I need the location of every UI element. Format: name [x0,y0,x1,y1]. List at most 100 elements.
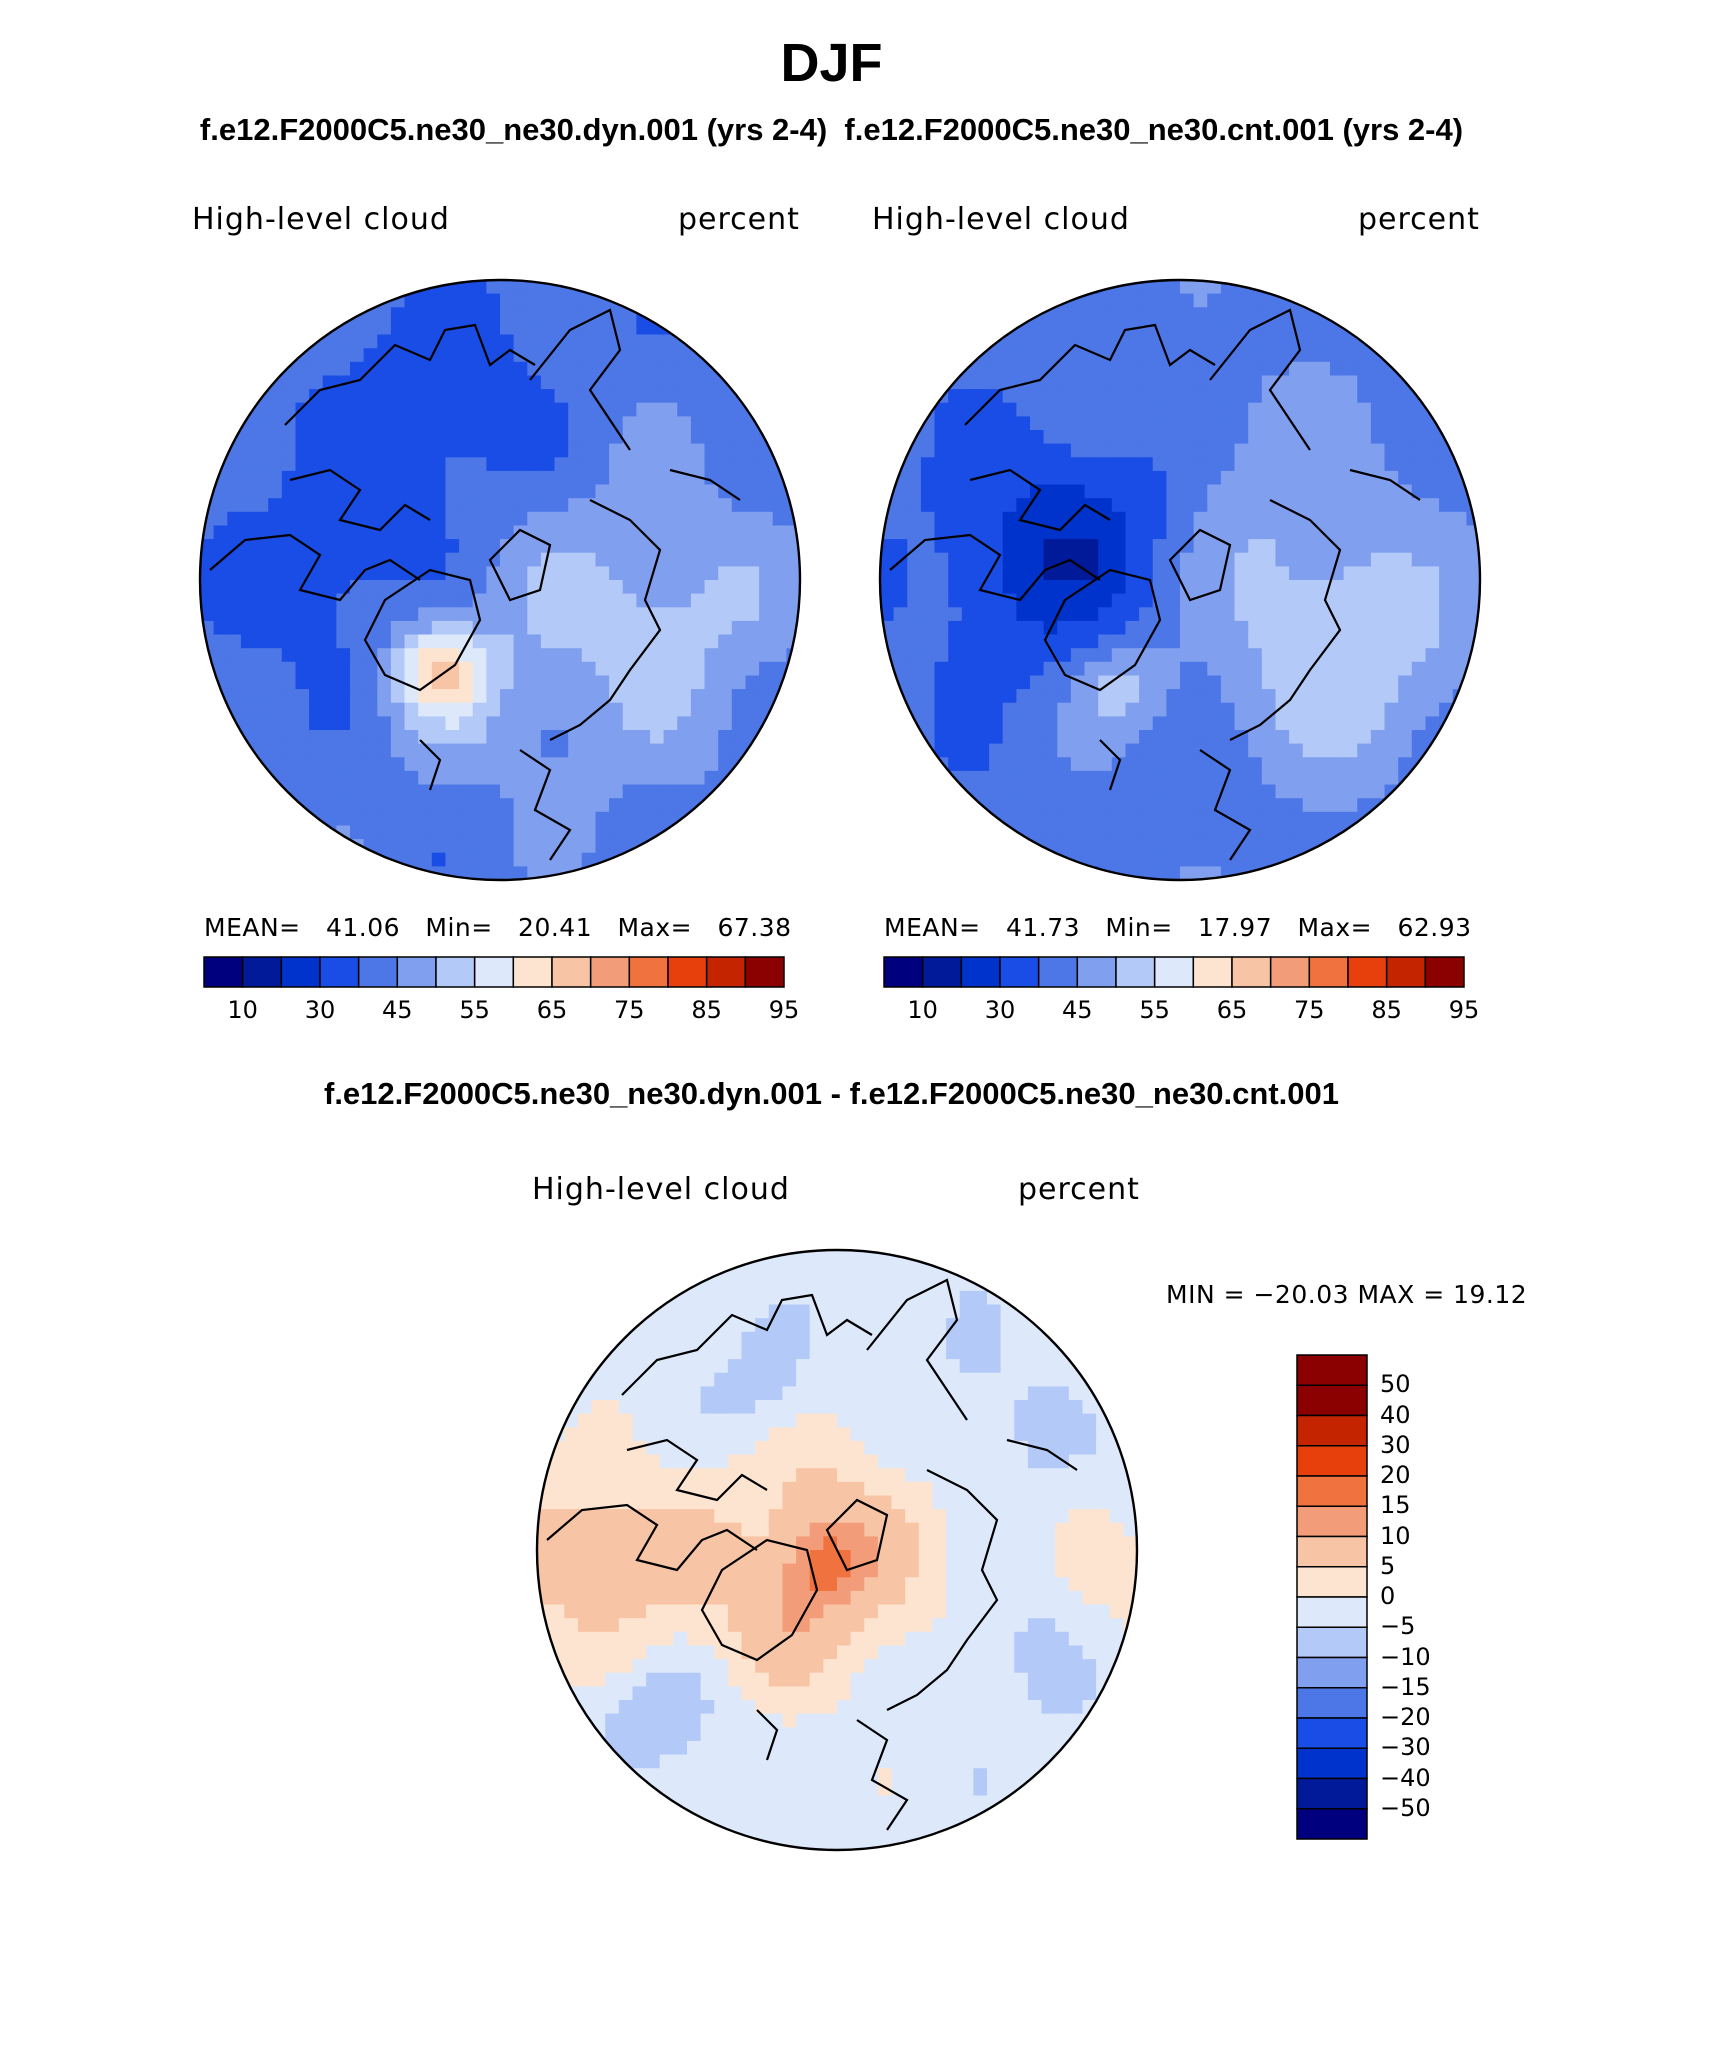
map-cell [240,361,256,376]
map-cell [554,620,569,636]
map-cell [577,1345,593,1360]
map-cell [893,389,908,404]
map-cell [1139,511,1154,526]
map-cell [663,443,678,458]
map-cell [622,743,637,758]
map-cell [1057,320,1072,336]
map-cell [796,1359,811,1374]
map-cell [537,1563,552,1578]
map-cell [659,1700,674,1715]
map-cell [700,1618,715,1633]
map-cell [700,1631,715,1646]
map-cell [1275,580,1290,595]
map-cell [1084,620,1099,636]
map-cell [796,1427,811,1442]
map-cell [1384,702,1399,717]
map-cell [796,1672,811,1687]
map-cell [989,484,1004,499]
map-cell [646,1290,661,1306]
map-cell [786,375,800,390]
map-cell [537,1522,552,1537]
coastline [529,308,631,451]
map-cell [281,811,296,826]
map-cell [1139,825,1154,840]
map-cell [1057,334,1072,349]
map-cell [1084,784,1099,799]
map-cell [646,1427,661,1442]
map-cell [472,552,487,567]
map-cell [948,784,963,799]
map-cell [1125,593,1140,608]
map-cell [741,1440,756,1456]
map-cell [1411,320,1426,336]
map-cell [1330,470,1345,486]
map-cell [618,1413,633,1428]
map-cell [673,1386,688,1401]
map-cell [727,1631,743,1646]
map-cell [1343,389,1358,404]
map-cell [1411,457,1426,472]
map-cell [650,866,665,880]
map-cell [445,416,460,431]
map-cell [632,1495,647,1510]
map-cell [281,798,296,813]
map-cell [837,1454,852,1469]
map-cell [782,1386,797,1401]
map-cell [1316,320,1331,336]
map-cell [377,402,392,417]
map-cell [907,375,922,390]
map-cell [837,1359,852,1374]
map-cell [837,1386,852,1401]
map-cell [445,743,460,758]
map-cell [759,416,774,431]
map-cell [1180,402,1195,417]
map-cell [1330,620,1345,636]
map-cell [1098,620,1113,636]
map-cell [809,1359,824,1374]
map-cell [268,539,283,554]
map-cell [772,307,787,322]
map-cell [632,1440,647,1456]
map-cell [704,280,719,295]
map-cell [268,552,283,567]
map-cell [550,1277,565,1292]
map-cell [240,661,256,676]
map-cell [796,1413,811,1428]
map-cell [336,811,351,826]
map-cell [1234,430,1249,445]
map-cell [350,280,365,295]
map-cell [1193,430,1208,445]
map-cell [281,511,296,526]
map-cell [609,361,624,376]
map-cell [704,675,719,690]
map-cell [961,770,976,786]
map-cell [254,416,269,431]
map-cell [1207,511,1222,526]
map-cell [677,839,692,854]
map-cell [213,648,228,663]
map-cell [1466,361,1480,376]
map-cell [1193,689,1208,704]
map-cell [989,430,1004,445]
map-cell [1084,757,1099,772]
map-cell [920,580,936,595]
map-cell [1248,430,1263,445]
map-cell [550,1631,565,1646]
map-cell [718,552,733,567]
map-cell [632,1727,647,1742]
map-cell [1411,620,1426,636]
map-cell [920,825,936,840]
map-cell [727,1386,743,1401]
map-cell [1357,675,1372,690]
map-cell [907,320,922,336]
map-cell [618,1250,633,1265]
map-cell [418,620,433,636]
map-cell [431,402,446,417]
map-cell [213,634,228,649]
map-cell [322,620,337,636]
map-cell [213,280,228,295]
map-cell [673,1318,688,1333]
map-cell [268,307,283,322]
map-cell [227,539,242,554]
map-cell [948,593,963,608]
